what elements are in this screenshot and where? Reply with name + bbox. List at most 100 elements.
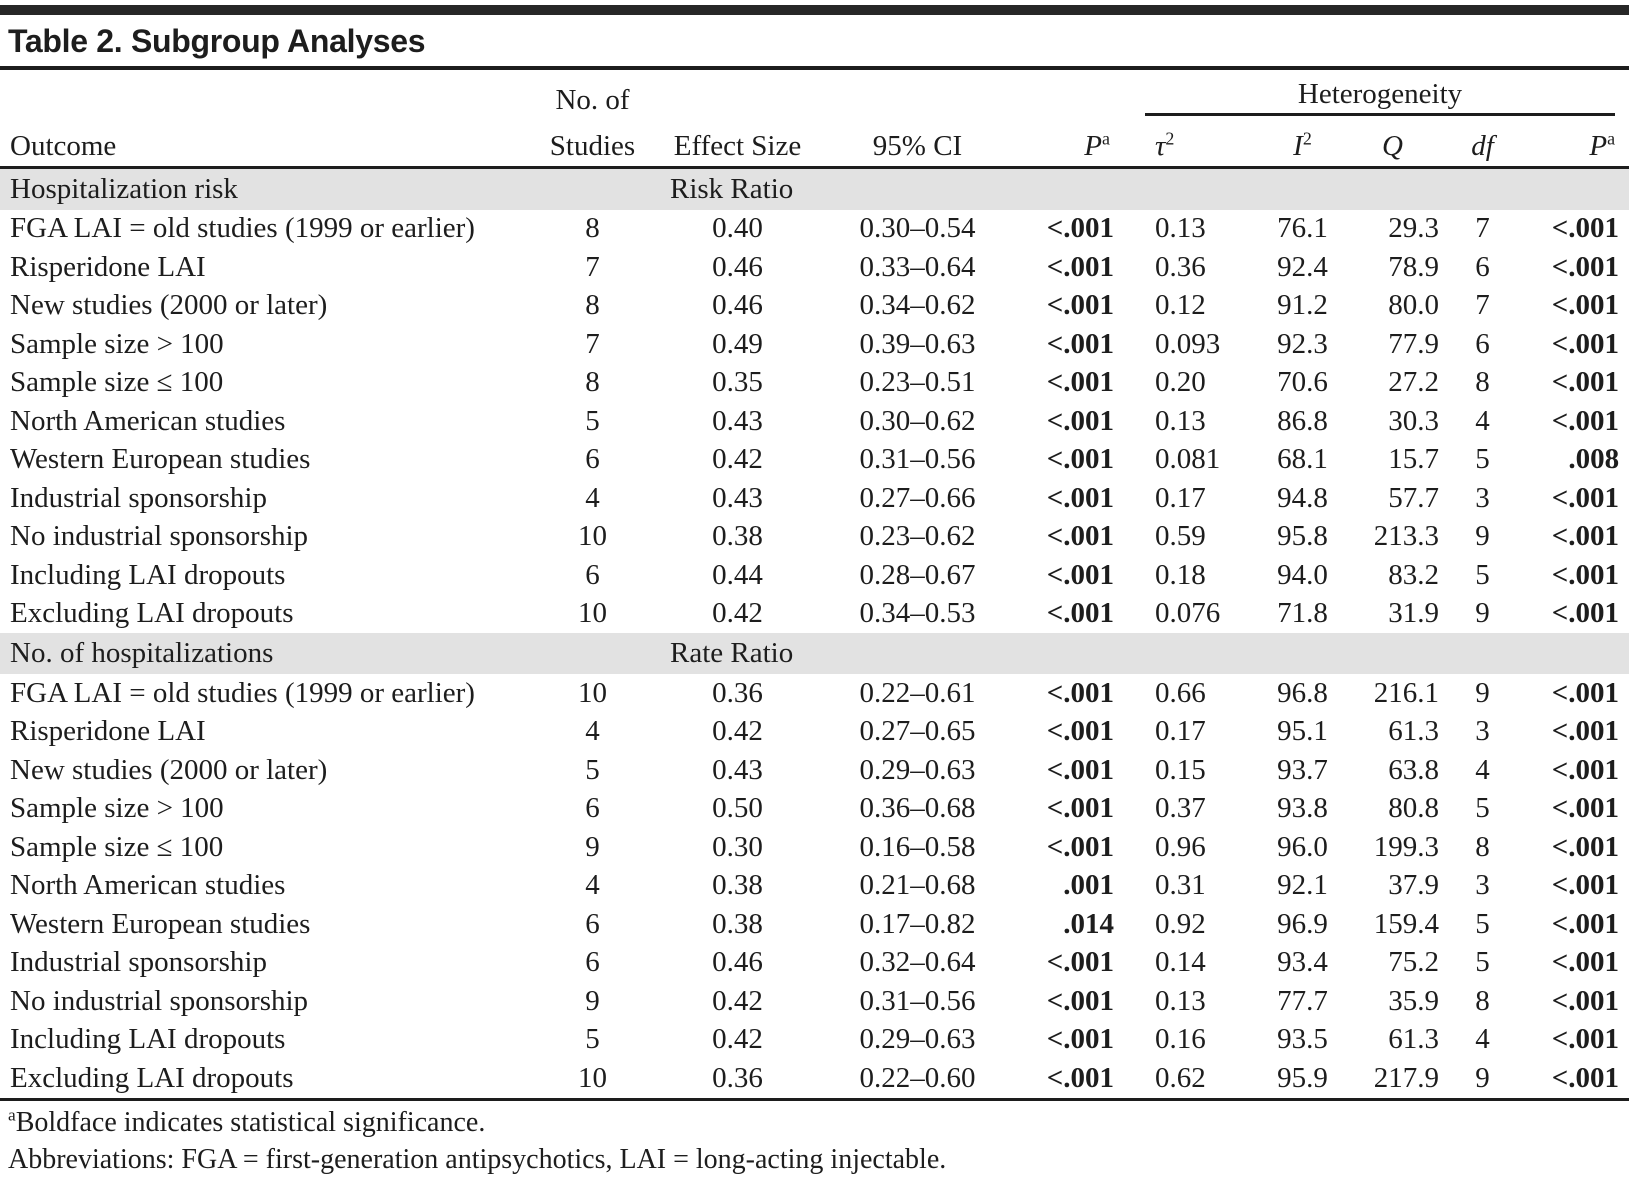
cell-outcome: Risperidone LAI (10, 715, 206, 748)
cell-95ci: 0.22–0.60 (859, 1061, 976, 1094)
cell-tau-squared: 0.36 (1155, 250, 1206, 283)
cell-tau-squared: 0.13 (1155, 212, 1206, 245)
cell-tau-squared: 0.17 (1155, 481, 1206, 514)
cell-q: 29.3 (1388, 212, 1439, 245)
table-row: No industrial sponsorship 9 0.42 0.31–0.56 <… (0, 982, 1629, 1021)
header-tau-squared: τ2 (1120, 120, 1265, 168)
table-row: Risperidone LAI 4 0.42 0.27–0.65 <.001 0.17 95… (0, 713, 1629, 752)
tau-symbol: τ (1155, 130, 1166, 163)
cell-95ci: 0.29–0.63 (859, 1023, 976, 1056)
table-row: Excluding LAI dropouts 10 0.36 0.22–0.60 <.0… (0, 1059, 1629, 1099)
cell-p-value: <.001 (1046, 481, 1114, 514)
cell-no-of-studies: 10 (578, 597, 607, 630)
cell-no-of-studies: 4 (585, 715, 600, 748)
cell-effect-size: 0.36 (712, 1061, 763, 1094)
cell-i-squared: 86.8 (1277, 404, 1328, 437)
cell-outcome: Western European studies (10, 443, 311, 476)
cell-effect-size: 0.46 (712, 289, 763, 322)
cell-no-of-studies: 9 (585, 830, 600, 863)
cell-df: 4 (1475, 404, 1490, 437)
section-header-row: No. of hospitalizations Rate Ratio (0, 633, 1629, 675)
cell-p-heterogeneity: <.001 (1551, 250, 1620, 283)
cell-i-squared: 71.8 (1277, 597, 1328, 630)
heterogeneity-label: Heterogeneity (1145, 79, 1616, 116)
cell-df: 6 (1475, 250, 1490, 283)
cell-p-value: <.001 (1046, 250, 1114, 283)
cell-p-value: <.001 (1046, 1061, 1114, 1094)
cell-95ci: 0.36–0.68 (859, 792, 976, 825)
cell-i-squared: 96.8 (1277, 676, 1328, 709)
df-symbol: df (1471, 130, 1494, 163)
cell-p-heterogeneity: <.001 (1551, 907, 1620, 940)
cell-no-of-studies: 6 (585, 946, 600, 979)
cell-effect-size: 0.46 (712, 250, 763, 283)
table-row: Sample size > 100 7 0.49 0.39–0.63 <.001 0.09… (0, 325, 1629, 364)
cell-q: 216.1 (1373, 676, 1439, 709)
cell-p-heterogeneity: <.001 (1551, 676, 1620, 709)
cell-p-heterogeneity: <.001 (1551, 597, 1620, 630)
cell-df: 9 (1475, 676, 1490, 709)
cell-q: 78.9 (1388, 250, 1439, 283)
cell-no-of-studies: 7 (585, 327, 600, 360)
cell-95ci: 0.16–0.58 (859, 830, 976, 863)
cell-effect-size: 0.36 (712, 676, 763, 709)
q-symbol: Q (1382, 130, 1403, 163)
cell-p-value: <.001 (1046, 366, 1114, 399)
cell-effect-size: 0.38 (712, 869, 763, 902)
cell-tau-squared: 0.13 (1155, 984, 1206, 1017)
cell-95ci: 0.30–0.54 (859, 212, 976, 245)
cell-no-of-studies: 10 (578, 1061, 607, 1094)
cell-effect-size: 0.43 (712, 404, 763, 437)
section-effect-type: Risk Ratio (645, 167, 1629, 210)
section-label: No. of hospitalizations (0, 633, 645, 675)
cell-95ci: 0.30–0.62 (859, 404, 976, 437)
cell-tau-squared: 0.18 (1155, 558, 1206, 591)
section-header-row: Hospitalization risk Risk Ratio (0, 167, 1629, 210)
table-row: New studies (2000 or later) 5 0.43 0.29–0.6… (0, 751, 1629, 790)
cell-p-value: .014 (1063, 907, 1114, 940)
subgroup-analyses-table: No. of Heterogeneity Outcome Studies Eff… (0, 70, 1629, 1101)
header-row-bottom: Outcome Studies Effect Size 95% CI Pa τ2… (0, 120, 1629, 168)
cell-outcome: North American studies (10, 869, 286, 902)
cell-p-heterogeneity: <.001 (1551, 830, 1620, 863)
cell-p-value: <.001 (1046, 443, 1114, 476)
cell-i-squared: 92.4 (1277, 250, 1328, 283)
cell-effect-size: 0.42 (712, 984, 763, 1017)
header-no-of-studies-line2: Studies (549, 130, 636, 163)
table-row: FGA LAI = old studies (1999 or earlier) 8… (0, 210, 1629, 249)
cell-df: 6 (1475, 327, 1490, 360)
cell-p-value: .001 (1063, 869, 1114, 902)
cell-outcome: No industrial sponsorship (10, 520, 309, 553)
cell-95ci: 0.32–0.64 (859, 946, 976, 979)
cell-i-squared: 96.0 (1277, 830, 1328, 863)
footnote-superscript-a: a (8, 1105, 16, 1125)
cell-p-value: <.001 (1046, 984, 1114, 1017)
cell-tau-squared: 0.14 (1155, 946, 1206, 979)
cell-effect-size: 0.42 (712, 1023, 763, 1056)
cell-outcome: Excluding LAI dropouts (10, 1061, 294, 1094)
cell-outcome: Industrial sponsorship (10, 946, 267, 979)
cell-95ci: 0.33–0.64 (859, 250, 976, 283)
cell-outcome: Risperidone LAI (10, 250, 206, 283)
cell-outcome: Sample size > 100 (10, 792, 224, 825)
cell-q: 57.7 (1388, 481, 1439, 514)
cell-df: 4 (1475, 753, 1490, 786)
cell-tau-squared: 0.076 (1155, 597, 1221, 630)
cell-outcome: FGA LAI = old studies (1999 or earlier) (10, 676, 475, 709)
cell-95ci: 0.21–0.68 (859, 869, 976, 902)
cell-effect-size: 0.38 (712, 907, 763, 940)
table-footnotes: aBoldface indicates statistical signific… (8, 1104, 1629, 1178)
cell-p-heterogeneity: <.001 (1551, 1023, 1620, 1056)
cell-q: 15.7 (1388, 443, 1439, 476)
cell-no-of-studies: 6 (585, 443, 600, 476)
cell-i-squared: 68.1 (1277, 443, 1328, 476)
cell-df: 8 (1475, 366, 1490, 399)
table-row: Excluding LAI dropouts 10 0.42 0.34–0.53 <.0… (0, 595, 1629, 634)
header-spacer (830, 70, 1005, 120)
cell-i-squared: 93.4 (1277, 946, 1328, 979)
cell-tau-squared: 0.16 (1155, 1023, 1206, 1056)
cell-q: 61.3 (1388, 715, 1439, 748)
footnote-abbreviations: Abbreviations: FGA = first-generation an… (8, 1143, 947, 1175)
footnote-significance: aBoldface indicates statistical signific… (8, 1104, 1629, 1141)
section-label: Hospitalization risk (0, 167, 645, 210)
